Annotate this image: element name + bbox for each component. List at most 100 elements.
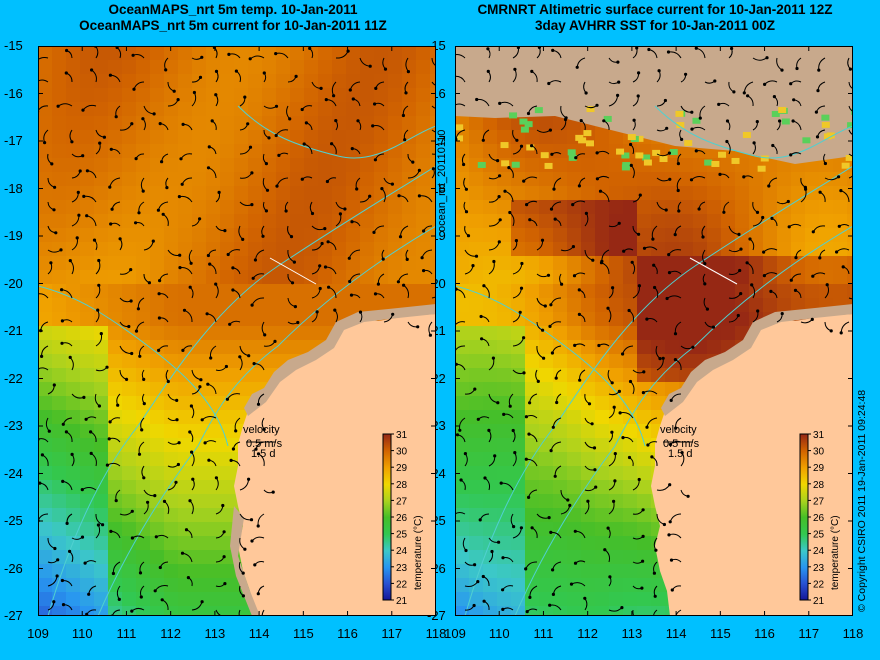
current-vector-head [641, 508, 645, 512]
lon-tick-label: 118 [425, 626, 447, 641]
current-vector [848, 297, 853, 300]
current-vector-head [684, 72, 688, 76]
current-vector-head [755, 120, 759, 124]
current-vector-head [621, 436, 625, 440]
current-vector-head [848, 67, 852, 71]
current-vector-head [498, 101, 502, 105]
current-vector-head [554, 376, 558, 380]
cloud-edge-pixel [544, 162, 553, 169]
current-vector-head [176, 462, 180, 467]
current-vector-head [501, 588, 505, 592]
current-vector-head [528, 595, 532, 600]
current-vector-head [97, 258, 101, 263]
current-vector-head [571, 245, 575, 249]
current-vector-head [577, 312, 581, 316]
current-vector-head [226, 252, 230, 257]
current-vector [848, 153, 853, 157]
current-vector-head [275, 184, 279, 188]
current-vector-head [705, 307, 709, 311]
current-vector-head [320, 241, 324, 246]
no-data-mask [455, 46, 853, 164]
current-vector-head [292, 260, 296, 264]
colorbar-tick-label: 24 [813, 546, 825, 557]
current-vector-head [323, 265, 328, 269]
current-vector-head [60, 319, 64, 323]
current-vector-head [791, 119, 795, 123]
current-vector-head [262, 427, 266, 431]
current-vector-head [420, 256, 424, 260]
current-vector-head [250, 303, 254, 307]
current-vector-head [139, 595, 143, 599]
current-vector-head [243, 547, 247, 551]
current-vector-head [571, 203, 575, 207]
current-vector-head [739, 292, 743, 296]
cloud-edge-pixel [616, 148, 625, 155]
cloud-edge-pixel [711, 160, 720, 167]
current-vector-head [652, 263, 656, 267]
current-vector-head [770, 216, 774, 220]
cloud-edge-pixel [583, 130, 592, 137]
current-vector-head [599, 261, 604, 265]
current-vector [455, 512, 466, 515]
current-vector-head [108, 185, 112, 189]
current-vector-head [371, 124, 375, 128]
current-vector-head [161, 212, 165, 216]
colorbar-tick-label: 25 [396, 530, 408, 541]
lon-tick-label: 117 [381, 626, 403, 641]
current-vector-head [674, 426, 678, 430]
current-vector-head [680, 137, 684, 141]
current-vector-head [617, 80, 621, 84]
current-vector-head [174, 480, 178, 484]
cloud-edge-pixel [534, 107, 543, 114]
current-vector-head [350, 220, 354, 224]
current-vector-head [181, 122, 185, 126]
current-vector-head [85, 169, 89, 173]
current-vector-head [246, 122, 250, 126]
current-vector-head [548, 128, 552, 132]
colorbar-tick-label: 28 [396, 480, 408, 491]
current-vector-head [767, 184, 771, 188]
current-vector-head [56, 104, 60, 108]
current-vector-head [823, 161, 827, 166]
current-vector-head [566, 498, 570, 502]
current-vector-head [141, 117, 145, 121]
current-vector-head [525, 203, 529, 207]
current-vector [38, 293, 49, 299]
current-vector-head [551, 48, 555, 52]
current-vector-head [616, 60, 620, 64]
current-vector-head [60, 288, 64, 292]
current-vector-head [109, 147, 113, 151]
cloud-edge-pixel [659, 156, 668, 163]
current-vector-head [402, 283, 406, 287]
colorbar-tick-label: 27 [813, 496, 825, 507]
current-vector-head [464, 210, 469, 214]
current-vector-head [737, 232, 741, 236]
current-vector-head [647, 47, 651, 52]
current-vector-head [772, 95, 776, 99]
current-vector [431, 105, 436, 110]
current-vector-head [52, 208, 56, 212]
current-vector-head [703, 262, 707, 266]
current-vector-head [192, 90, 196, 95]
cloud-edge-pixel [771, 110, 780, 117]
current-vector-head [613, 452, 617, 456]
current-vector-head [332, 94, 336, 98]
cloud-edge-pixel [520, 126, 529, 133]
current-vector-head [654, 548, 658, 552]
current-vector-head [137, 211, 141, 215]
current-vector-head [102, 135, 106, 139]
current-vector-head [228, 322, 232, 326]
current-vector-head [637, 477, 641, 482]
lon-tick-label: 113 [204, 626, 226, 641]
current-vector-head [315, 310, 319, 314]
current-vector-head [573, 529, 577, 533]
current-vector-head [611, 286, 615, 290]
current-vector-head [658, 357, 662, 361]
current-vector-head [137, 452, 142, 456]
current-vector-head [274, 104, 279, 108]
current-vector-head [355, 187, 359, 191]
current-vector-head [368, 194, 372, 198]
current-vector-head [296, 320, 300, 325]
current-vector-head [542, 356, 546, 360]
current-vector-head [231, 288, 235, 292]
